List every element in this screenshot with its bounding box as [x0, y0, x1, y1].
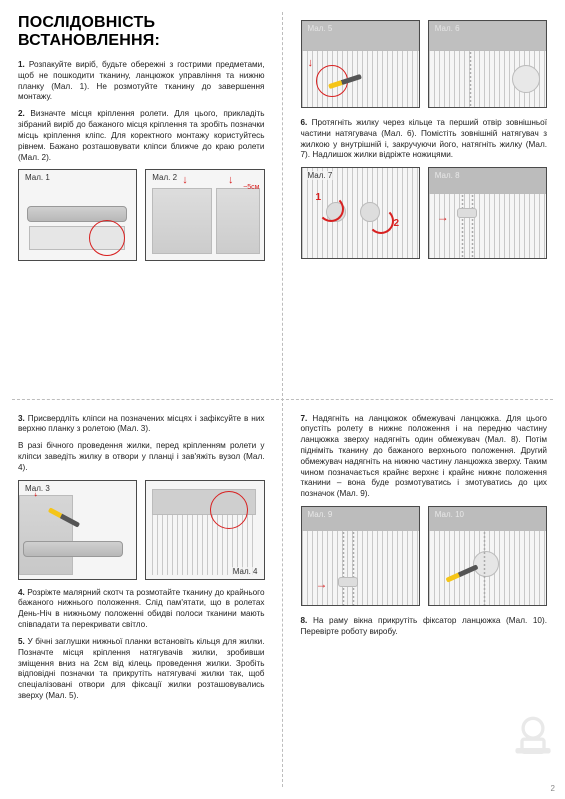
step-7-num: 7. — [301, 414, 308, 423]
rotate-arrow-1-icon — [318, 196, 344, 222]
step-5: 5. У бічні заглушки нижньої планки встан… — [18, 637, 265, 702]
step-7: 7. Надягніть на ланцюжок обмежувачі ланц… — [301, 414, 548, 501]
figure-10: Мал. 10 — [428, 506, 547, 606]
arrow-down-icon: ↓ — [308, 57, 314, 69]
fabric-9-icon — [302, 531, 419, 606]
figure-5: Мал. 5 ↓ — [301, 20, 420, 108]
quadrant-top-left: ПОСЛІДОВНІСТЬ ВСТАНОВЛЕННЯ: 1. Розпакуйт… — [0, 0, 283, 400]
step-3-text: Присвердліть кліпси на позначених місцях… — [18, 414, 265, 434]
chain-limiter-icon — [457, 208, 477, 218]
fig-row-3-4: Мал. 3 ↓ Мал. 4 — [18, 480, 265, 580]
step-6: 6. Протягніть жилку через кільце та перш… — [301, 118, 548, 161]
step-2-text: Визначте місця кріплення ролети. Для цьо… — [18, 109, 265, 161]
figure-8-label: Мал. 8 — [433, 171, 462, 180]
window-frame-2-icon — [216, 188, 260, 254]
fig-row-9-10: Мал. 9 → Мал. 10 — [301, 506, 548, 606]
mounted-roller-icon — [23, 541, 123, 557]
step-8: 8. На раму вікна прикрутіть фіксатор лан… — [301, 616, 548, 638]
step-4-num: 4. — [18, 588, 25, 597]
step-5-num: 5. — [18, 637, 25, 646]
step-1: 1. Розпакуйте виріб, будьте обережні з г… — [18, 60, 265, 103]
step-6-text: Протягніть жилку через кільце та перший … — [301, 118, 548, 159]
figure-9-label: Мал. 9 — [306, 510, 335, 519]
fabric-stripes-3-icon — [429, 194, 546, 259]
figure-10-label: Мал. 10 — [433, 510, 466, 519]
chain-2-icon — [471, 194, 475, 258]
figure-7-label: Мал. 7 — [306, 171, 335, 180]
watermark-icon — [511, 715, 555, 759]
dimension-5cm: ~5см — [243, 184, 259, 191]
red-number-2: 2 — [394, 218, 400, 229]
chain-9a-icon — [342, 531, 346, 605]
rotate-arrow-2-icon — [368, 208, 394, 234]
quadrant-bottom-left: 3. Присвердліть кліпси на позначених міс… — [0, 400, 283, 799]
step-1-num: 1. — [18, 60, 25, 69]
detail-circle-icon — [89, 220, 125, 256]
fig-row-7-8: Мал. 7 1 2 Мал. 8 → — [301, 167, 548, 259]
step-2: 2. Визначте місця кріплення ролети. Для … — [18, 109, 265, 163]
page-title: ПОСЛІДОВНІСТЬ ВСТАНОВЛЕННЯ: — [18, 14, 265, 50]
figure-3: Мал. 3 ↓ — [18, 480, 137, 580]
figure-5-label: Мал. 5 — [306, 24, 335, 33]
step-3-num: 3. — [18, 414, 25, 423]
chain-icon — [461, 194, 465, 258]
limiter-9-icon — [338, 577, 358, 587]
figure-6-label: Мал. 6 — [433, 24, 462, 33]
figure-2: Мал. 2 ~5см ↓ ↓ — [145, 169, 264, 261]
chain-10-icon — [483, 531, 487, 605]
figure-4: Мал. 4 — [145, 480, 264, 580]
arrow-9-icon: → — [316, 577, 328, 591]
figure-8: Мал. 8 → — [428, 167, 547, 259]
step-4: 4. Розріжте малярний скотч та розмотайте… — [18, 588, 265, 631]
figure-2-label: Мал. 2 — [150, 173, 179, 182]
step-8-text: На раму вікна прикрутіть фіксатор ланцюж… — [301, 616, 548, 636]
step-3b: В разі бічного проведення жилки, перед к… — [18, 441, 265, 473]
step-2-num: 2. — [18, 109, 25, 118]
fig-row-5-6: Мал. 5 ↓ Мал. 6 — [301, 20, 548, 108]
figure-7: Мал. 7 1 2 — [301, 167, 420, 259]
step-4-text: Розріжте малярний скотч та розмотайте тк… — [18, 588, 265, 629]
step-6-num: 6. — [301, 118, 308, 127]
arrow-limiter-icon: → — [437, 210, 449, 224]
figure-3-label: Мал. 3 — [23, 484, 52, 493]
step-3: 3. Присвердліть кліпси на позначених міс… — [18, 414, 265, 436]
step-8-num: 8. — [301, 616, 308, 625]
step-3b-text: В разі бічного проведення жилки, перед к… — [18, 441, 265, 472]
tensioner-part-icon — [512, 65, 540, 93]
step-1-text: Розпакуйте виріб, будьте обережні з гост… — [18, 60, 265, 101]
figure-1: Мал. 1 — [18, 169, 137, 261]
knot-detail-icon — [210, 491, 248, 529]
figure-9: Мал. 9 → — [301, 506, 420, 606]
marker-arrow-icon: ↓ — [182, 174, 188, 186]
step-5-text: У бічні заглушки нижньої планки встанові… — [18, 637, 265, 700]
window-frame-icon — [152, 188, 212, 254]
horizontal-divider — [12, 399, 553, 400]
thread-line-icon — [469, 51, 472, 107]
figure-6: Мал. 6 — [428, 20, 547, 108]
window-left-icon — [19, 495, 73, 575]
red-number-1: 1 — [316, 192, 322, 203]
step-7-text: Надягніть на ланцюжок обмежувачі ланцюжк… — [301, 414, 548, 499]
quadrant-bottom-right: 7. Надягніть на ланцюжок обмежувачі ланц… — [283, 400, 565, 799]
quadrant-top-right: Мал. 5 ↓ Мал. 6 6. Протягніть жилку чере… — [283, 0, 565, 400]
marker-arrow-2-icon: ↓ — [228, 174, 234, 186]
figure-1-label: Мал. 1 — [23, 173, 52, 182]
fig-row-1-2: Мал. 1 Мал. 2 ~5см ↓ ↓ — [18, 169, 265, 261]
figure-4-label: Мал. 4 — [231, 567, 260, 576]
page-number: 2 — [551, 784, 555, 793]
chain-9b-icon — [352, 531, 356, 605]
